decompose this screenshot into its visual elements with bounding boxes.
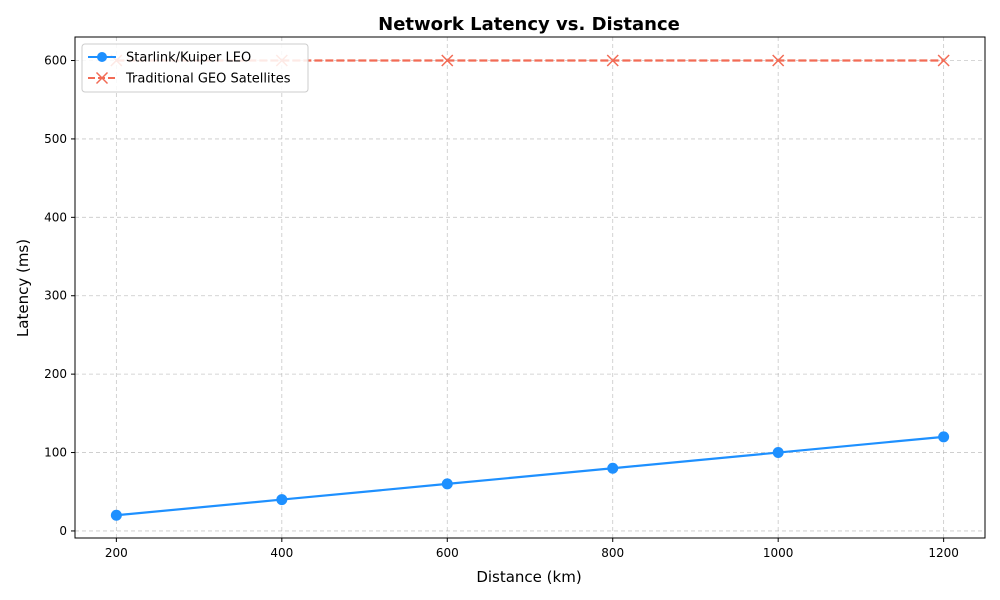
grid-lines — [75, 37, 985, 538]
y-tick-label: 300 — [44, 289, 67, 303]
legend-marker-geo — [95, 71, 109, 85]
y-axis-label: Latency (ms) — [14, 239, 32, 337]
x-tick-label: 1200 — [928, 546, 959, 560]
x-tick-label: 200 — [105, 546, 128, 560]
y-tick-label: 0 — [59, 524, 67, 538]
series-layer — [110, 54, 950, 521]
y-axis-ticks: 0 100 200 300 400 500 600 — [44, 54, 75, 538]
legend-label-leo: Starlink/Kuiper LEO — [126, 51, 251, 66]
x-axis-label: Distance (km) — [476, 568, 581, 586]
plot-area-frame — [74, 36, 986, 539]
x-tick-label: 600 — [436, 546, 459, 560]
y-tick-label: 500 — [44, 132, 67, 146]
legend: Starlink/Kuiper LEO Traditional GEO Sate… — [81, 43, 309, 93]
data-point-circle — [772, 447, 784, 459]
data-point-x — [441, 54, 454, 67]
data-point-x — [772, 54, 785, 67]
series-line-0 — [116, 435, 944, 517]
legend-marker-leo — [97, 52, 107, 62]
x-tick-label: 400 — [270, 546, 293, 560]
data-point-circle — [441, 478, 453, 490]
data-point-x — [606, 54, 619, 67]
y-tick-label: 200 — [44, 367, 67, 381]
chart-title: Network Latency vs. Distance — [378, 14, 680, 35]
data-point-circle — [607, 462, 619, 474]
y-tick-label: 600 — [44, 54, 67, 68]
legend-label-geo: Traditional GEO Satellites — [125, 72, 291, 87]
data-point-circle — [276, 494, 288, 506]
x-axis-ticks: 200 400 600 800 1000 1200 — [105, 538, 959, 560]
legend-box — [81, 43, 309, 93]
data-point-circle — [938, 431, 950, 443]
x-tick-label: 800 — [601, 546, 624, 560]
data-point-circle — [110, 509, 122, 521]
y-tick-label: 100 — [44, 446, 67, 460]
x-tick-label: 1000 — [763, 546, 794, 560]
data-point-x — [937, 54, 950, 67]
y-tick-label: 400 — [44, 210, 67, 224]
